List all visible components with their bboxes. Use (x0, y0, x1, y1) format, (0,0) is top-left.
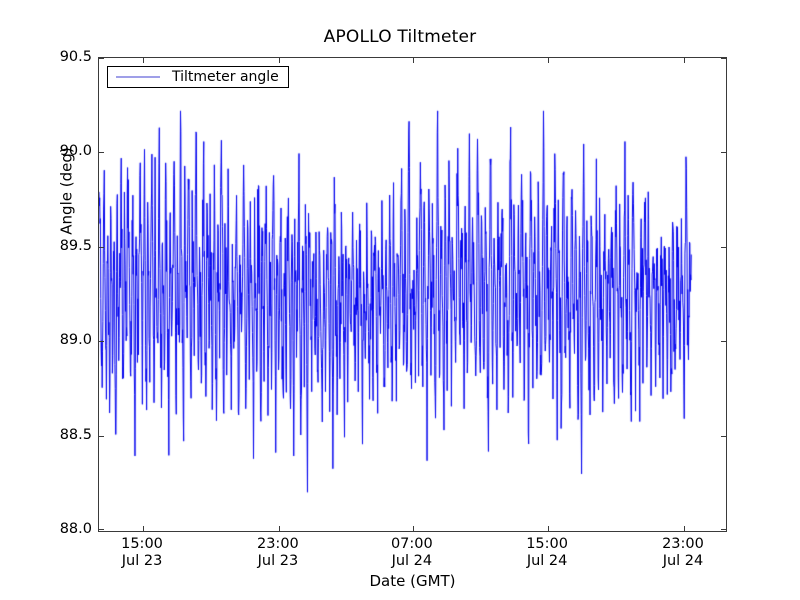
x-axis-label: Date (GMT) (369, 572, 456, 590)
y-tick-mark (721, 341, 726, 343)
x-tick-label: 23:00 Jul 23 (256, 536, 299, 570)
y-tick-label: 90.5 (59, 49, 92, 65)
y-tick-label: 89.0 (59, 332, 92, 349)
y-tick-mark (99, 246, 104, 248)
y-tick-label: 90.0 (59, 143, 92, 160)
x-tick-mark (278, 526, 280, 531)
chart-title: APOLLO Tiltmeter (323, 27, 477, 47)
y-tick-label: 88.5 (59, 426, 92, 443)
y-tick-mark (721, 246, 726, 248)
x-tick-mark (143, 526, 145, 531)
y-tick-mark (721, 58, 726, 59)
y-tick-label: 89.5 (59, 237, 92, 254)
plot-area (98, 57, 727, 532)
tiltmeter-angle-series (99, 58, 725, 530)
x-tick-mark (412, 58, 414, 63)
y-tick-label: 88.0 (59, 521, 92, 537)
y-axis-label: Angle (deg) (57, 147, 76, 235)
y-tick-mark (99, 341, 104, 343)
x-tick-mark (143, 58, 145, 63)
x-tick-label: 23:00 Jul 24 (662, 536, 704, 570)
legend-box: Tiltmeter angle (107, 66, 289, 88)
x-tick-mark (412, 526, 414, 531)
legend-label: Tiltmeter angle (172, 69, 279, 85)
x-tick-mark (683, 526, 685, 531)
y-tick-mark (99, 58, 104, 59)
y-tick-mark (721, 152, 726, 154)
y-tick-mark (99, 152, 104, 154)
x-tick-mark (683, 58, 685, 63)
y-tick-mark (721, 529, 726, 530)
x-tick-label: 07:00 Jul 24 (390, 536, 433, 570)
legend-line-swatch (116, 76, 160, 78)
x-tick-mark (548, 526, 550, 531)
y-axis-tick-labels: 88.0 88.5 89.0 89.5 90.0 90.5 (28, 0, 92, 600)
x-tick-mark (278, 58, 280, 63)
x-tick-label: 15:00 Jul 23 (121, 536, 163, 570)
x-tick-label: 15:00 Jul 24 (526, 536, 568, 570)
y-tick-mark (721, 435, 726, 437)
y-tick-mark (99, 529, 104, 530)
x-tick-mark (548, 58, 550, 63)
y-tick-mark (99, 435, 104, 437)
